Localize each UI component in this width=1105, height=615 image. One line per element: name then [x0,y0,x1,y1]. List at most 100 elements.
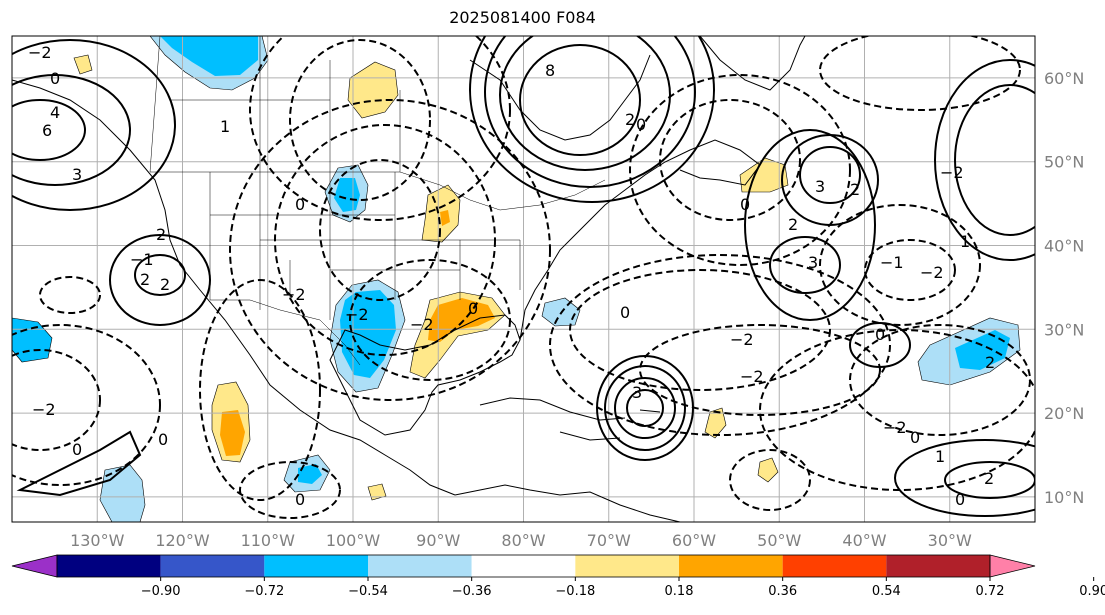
contour-label: 0 [295,195,305,214]
longitude-label: 30°W [928,531,972,550]
contour-low-south-1 [239,461,341,519]
contour-low-atlantic-2 [549,254,891,436]
colorbar-segment [782,555,887,577]
contour-low-mid-atlantic-1 [864,239,956,301]
colorbar-segment [679,555,783,577]
coastline-caribbean [479,397,661,441]
contour-label: 0 [50,69,60,88]
contour-low-canada-2 [249,36,511,221]
shaded-region-positive-montana [347,61,399,119]
contour-low-gulf-1 [349,259,511,381]
contour-label: −1 [880,253,904,272]
contour-label: 3 [72,165,82,184]
contour-label: 3 [632,383,642,402]
contour-label: 2 [140,270,150,289]
contour-label: 0 [636,115,646,134]
colorbar-tick-label: 0.36 [768,584,797,599]
shaded-region-positive-mexico-pacific-core [220,410,245,456]
latitude-labels: 60°N 50°N 40°N 30°N 20°N 10°N [1044,69,1084,507]
contour-high-northeast-canada-2 [499,36,671,171]
contour-label: 0 [955,490,965,509]
shaded-regions [12,36,1021,522]
colorbar-extend-low [11,554,58,578]
contour-high-se-2 [894,439,1035,517]
shaded-region-negative-nw-canada-core [160,36,258,76]
border-us-canada [150,171,606,211]
coastlines [12,36,806,522]
contour-high-e-1 [954,84,1035,236]
contour-label: 2 [850,180,860,199]
contour-high-atlantic-n-4 [744,129,876,321]
contour-label: 0 [295,490,305,509]
contour-label: −2 [730,330,754,349]
contour-label: −2 [920,263,944,282]
latitude-label: 30°N [1044,320,1084,339]
colorbar-segment [160,555,265,577]
colorbar-segment [368,555,472,577]
contour-label: −2 [345,305,369,324]
longitude-label: 110°W [241,531,296,550]
shaded-region-positive-gulf-coast-core [428,298,495,342]
contour-label: −2 [883,418,907,437]
contour-label: 0 [875,325,885,344]
contour-label: 2 [625,110,635,129]
longitude-label: 40°W [842,531,886,550]
contour-high-nw-2 [12,74,131,186]
colorbar-tick-label: −0.36 [452,584,492,599]
longitude-labels: 130°W 120°W 110°W 100°W 90°W 80°W 70°W 60°W 50°W… [70,531,972,550]
contour-label: 2 [160,275,170,294]
contour-label: 2 [984,469,994,488]
contour-low-south-2 [729,449,811,511]
borders [149,36,606,366]
shaded-region-positive-atlantic-s [757,457,779,483]
border-canada-provinces [149,36,401,173]
contour-label: 4 [50,103,60,122]
colorbar-outline [56,554,991,578]
contour-label: 1 [960,232,970,251]
contour-label: 2 [985,353,995,372]
shaded-region-negative-east-atlantic-core [955,330,1010,370]
contour-label: 1 [935,447,945,466]
contour-high-west-2 [109,234,211,326]
colorbar-segment [264,555,368,577]
contour-label: −2 [282,285,306,304]
coastline-south-america [454,484,681,522]
colorbar-tick-label: 0.18 [665,584,694,599]
contour-zero-sw-pacific [16,430,142,497]
contour-low-north-1 [819,36,1021,111]
contour-high-caribbean-1 [626,389,664,427]
contour-low-mexico [199,279,321,501]
latitude-label: 10°N [1044,488,1084,507]
contour-low-pacific-2 [12,324,161,486]
contour-low-mid-atlantic-2 [819,204,981,326]
contour-label: 1 [220,117,230,136]
colorbar-tick-label: −0.18 [555,584,595,599]
contour-label: 6 [42,121,52,140]
colorbar-tick-label: −0.54 [348,584,388,599]
contour-low-atlantic-1 [569,269,831,391]
coastline-atlantic-north-america [519,139,761,341]
contour-low-central-us-3 [229,99,551,401]
colorbar-tick-label: −0.72 [244,584,284,599]
colorbar-segment [57,555,161,577]
longitude-label: 130°W [70,531,125,550]
contour-label: 0 [620,303,630,322]
coastline-pacific-north-america [12,79,456,496]
latitude-label: 40°N [1044,236,1084,255]
longitude-label: 120°W [155,531,210,550]
contour-label: 0 [740,195,750,214]
contour-label: 8 [545,61,555,80]
longitude-label: 50°W [757,531,801,550]
shaded-region-negative-pacific-s-core [298,464,322,484]
contour-label: 0 [468,299,478,318]
contour-high-atlantic-n-3 [769,236,841,294]
contour-label: 0 [910,428,920,447]
contour-high-caribbean-2 [614,377,676,439]
latitude-label: 50°N [1044,153,1084,172]
contour-low-central-us-1 [319,159,441,301]
contour-label: 0 [158,430,168,449]
contour-high-northeast-canada-3 [484,36,696,188]
colorbar-tick-label: 0.72 [976,584,1005,599]
longitude-label: 70°W [587,531,631,550]
contour-label: 0 [72,440,82,459]
